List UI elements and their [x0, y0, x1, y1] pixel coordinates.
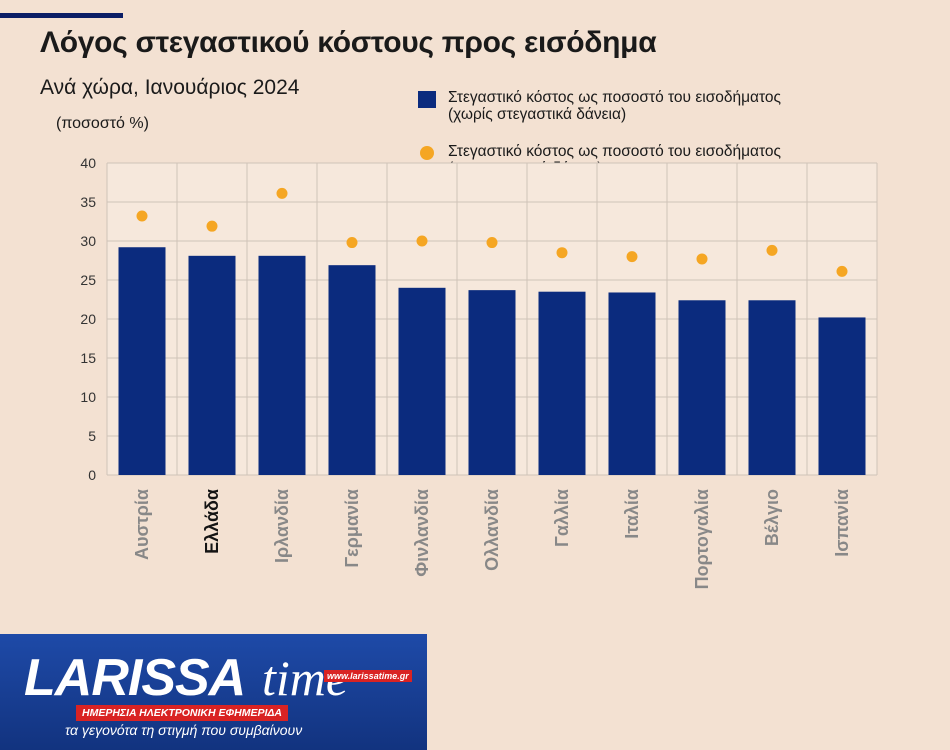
x-tick-label: Ελλάδα: [202, 489, 222, 554]
bar: [748, 300, 796, 475]
footer-banner: LARISSA time www.larissatime.gr ΗΜΕΡΗΣΙΑ…: [0, 634, 427, 750]
bar: [328, 265, 376, 475]
bar: [118, 247, 166, 475]
y-tick-label: 35: [80, 194, 96, 210]
bar: [258, 255, 306, 475]
bar: [468, 290, 516, 475]
larissatime-logo: LARISSA time www.larissatime.gr ΗΜΕΡΗΣΙΑ…: [24, 648, 414, 721]
logo-band: ΗΜΕΡΗΣΙΑ ΗΛΕΚΤΡΟΝΙΚΗ ΕΦΗΜΕΡΙΔΑ: [76, 705, 289, 721]
dot-point: [136, 210, 148, 222]
dot-point: [836, 265, 848, 277]
footer-tagline: τα γεγονότα τη στιγμή που συμβαίνουν: [65, 722, 303, 738]
dot-point: [696, 253, 708, 265]
unit-label: (ποσοστό %): [56, 115, 149, 132]
dot-point: [486, 237, 498, 249]
y-tick-label: 30: [80, 233, 96, 249]
y-tick-label: 15: [80, 350, 96, 366]
dot-point: [276, 187, 288, 199]
logo-word: LARISSA: [24, 649, 246, 707]
legend-dot-swatch: [420, 146, 434, 160]
x-tick-label: Βέλγιο: [762, 489, 782, 546]
bar: [608, 292, 656, 475]
bar: [678, 300, 726, 475]
y-tick-label: 20: [80, 311, 96, 327]
x-tick-label: Γαλλία: [552, 489, 572, 547]
x-tick-label: Αυστρία: [132, 489, 152, 560]
chart-title: Λόγος στεγαστικού κόστους προς εισόδημα: [40, 26, 657, 59]
x-tick-label: Γερμανία: [342, 489, 362, 568]
x-tick-label: Ιταλία: [622, 489, 642, 539]
x-tick-label: Ολλανδία: [482, 489, 502, 571]
bar-chart: 0 5 10 15 20 25 30 35 40 Αυστρία Ελλάδα Ιρλανδία Γερ…: [80, 155, 878, 589]
dot-point: [206, 220, 218, 232]
bar: [188, 255, 236, 475]
x-tick-label: Ιρλανδία: [272, 489, 292, 563]
legend-bar-line2: (χωρίς στεγαστικά δάνεια): [448, 106, 627, 123]
bar: [398, 287, 446, 475]
bar: [538, 291, 586, 475]
y-tick-label: 25: [80, 272, 96, 288]
legend-dot-line1: Στεγαστικό κόστος ως ποσοστό του εισοδήμ…: [448, 143, 782, 160]
y-tick-label: 0: [88, 467, 96, 483]
y-tick-label: 10: [80, 389, 96, 405]
dot-point: [626, 251, 638, 263]
dot-point: [416, 235, 428, 247]
logo-url: www.larissatime.gr: [324, 670, 412, 682]
dot-point: [346, 237, 358, 249]
dot-point: [766, 244, 778, 256]
y-tick-label: 40: [80, 155, 96, 171]
x-tick-label: Πορτογαλία: [692, 489, 712, 589]
x-tick-label: Ισπανία: [832, 489, 852, 557]
top-accent-rule: [0, 13, 123, 18]
dot-point: [556, 247, 568, 259]
y-tick-label: 5: [88, 428, 96, 444]
x-tick-label: Φινλανδία: [412, 489, 432, 577]
bar: [818, 317, 866, 475]
chart-subtitle: Ανά χώρα, Ιανουάριος 2024: [40, 76, 300, 99]
legend-bar-swatch: [418, 91, 436, 108]
legend-bar-line1: Στεγαστικό κόστος ως ποσοστό του εισοδήμ…: [448, 89, 782, 106]
